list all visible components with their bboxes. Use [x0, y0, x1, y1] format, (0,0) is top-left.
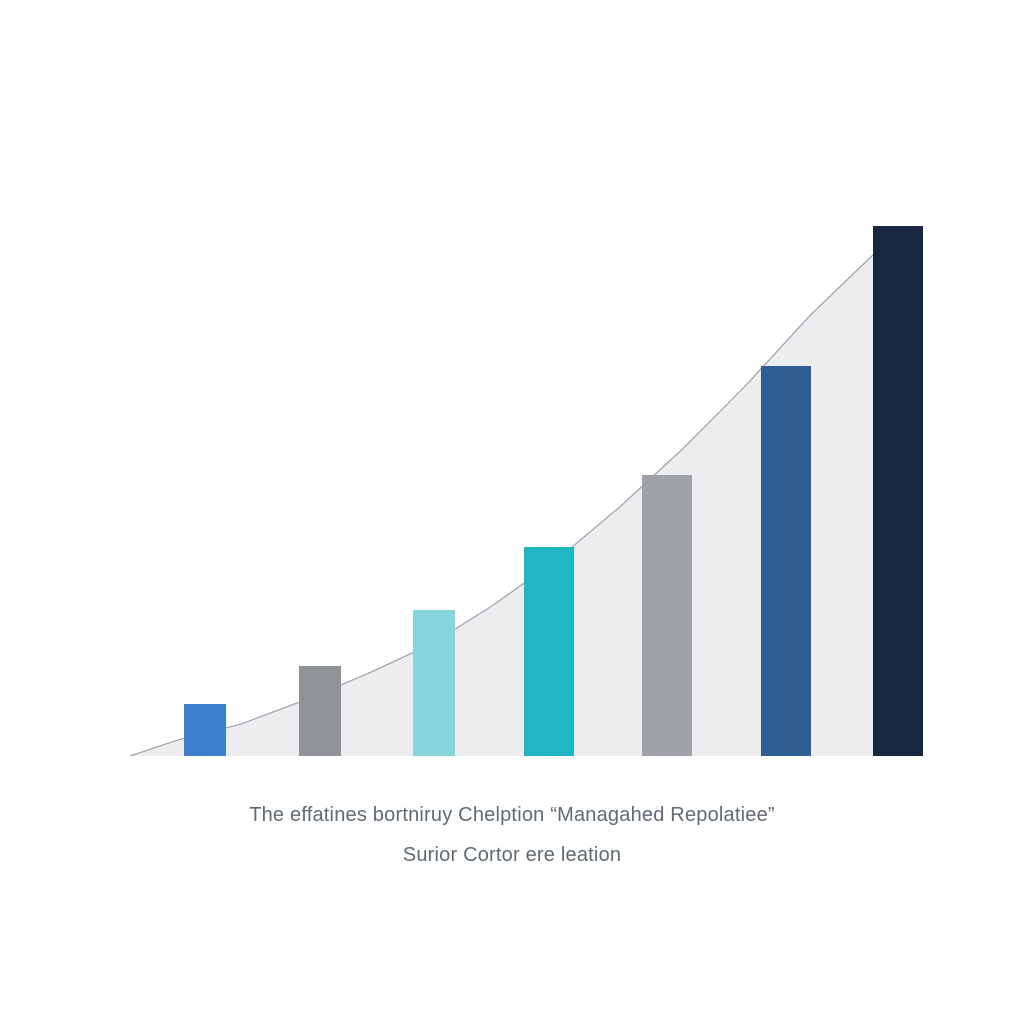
bar-5 — [642, 475, 692, 756]
bar-2 — [299, 666, 341, 756]
bar-4 — [524, 547, 574, 756]
bar-7 — [873, 226, 923, 756]
chart-caption-line2: Surior Cortor ere leation — [0, 844, 1024, 867]
bar-6 — [761, 366, 811, 756]
chart-caption-line1: The effatines bortniruy Chelption “Manag… — [0, 804, 1024, 827]
bar-1 — [184, 704, 226, 756]
bar-3 — [413, 610, 455, 756]
bar-chart — [130, 226, 920, 756]
chart-canvas: The effatines bortniruy Chelption “Manag… — [0, 0, 1024, 1024]
